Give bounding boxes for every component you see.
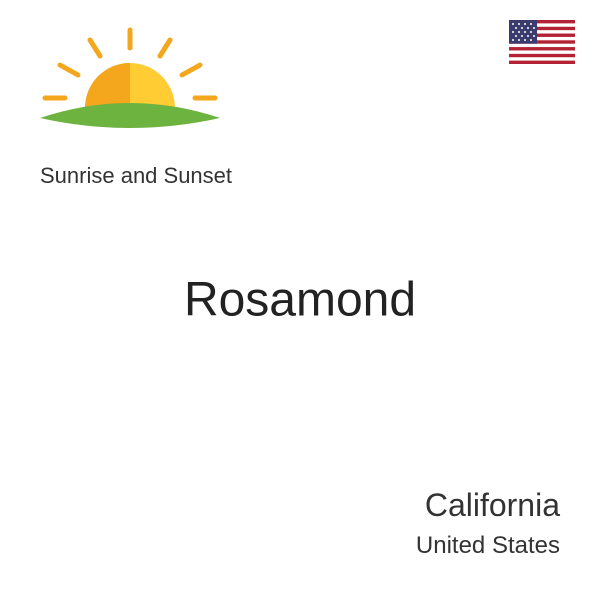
- tagline: Sunrise and Sunset: [40, 163, 270, 189]
- location-info: California United States: [416, 487, 560, 560]
- city-name: Rosamond: [0, 273, 600, 328]
- country-name: United States: [416, 532, 560, 560]
- logo-area: Sunrise and Sunset: [30, 20, 270, 189]
- sunrise-sunset-icon: [30, 20, 230, 150]
- region-name: California: [416, 487, 560, 524]
- us-flag-icon: [509, 20, 575, 64]
